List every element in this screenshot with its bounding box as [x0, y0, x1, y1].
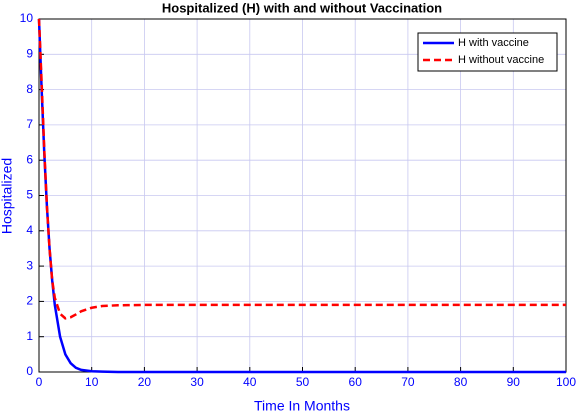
x-tick-label: 40: [243, 375, 257, 389]
x-tick-label: 50: [296, 375, 310, 389]
y-tick-label: 9: [26, 46, 33, 60]
x-tick-label: 60: [349, 375, 363, 389]
legend-box: [417, 32, 558, 72]
x-axis-label: Time In Months: [254, 398, 350, 414]
legend-label: H without vaccine: [458, 54, 544, 66]
y-tick-label: 3: [26, 258, 33, 272]
y-tick-label: 5: [26, 188, 33, 202]
y-tick-label: 10: [20, 11, 34, 25]
legend-label: H with vaccine: [458, 37, 529, 49]
x-tick-label: 80: [454, 375, 468, 389]
y-tick-label: 4: [26, 223, 33, 237]
y-tick-label: 7: [26, 117, 33, 131]
y-tick-label: 0: [26, 364, 33, 378]
y-tick-label: 8: [26, 82, 33, 96]
x-tick-label: 30: [190, 375, 204, 389]
chart-title: Hospitalized (H) with and without Vaccin…: [162, 0, 442, 15]
y-tick-label: 1: [26, 329, 33, 343]
x-tick-label: 10: [85, 375, 99, 389]
series-line: [37, 18, 566, 320]
y-axis-label: Hospitalized: [0, 158, 15, 234]
y-tick-label: 6: [26, 152, 33, 166]
x-tick-label: 100: [556, 375, 576, 389]
x-tick-label: 90: [507, 375, 521, 389]
x-tick-label: 70: [401, 375, 415, 389]
y-tick-label: 2: [26, 294, 33, 308]
x-tick-label: 20: [138, 375, 152, 389]
x-tick-label: 0: [36, 375, 43, 389]
